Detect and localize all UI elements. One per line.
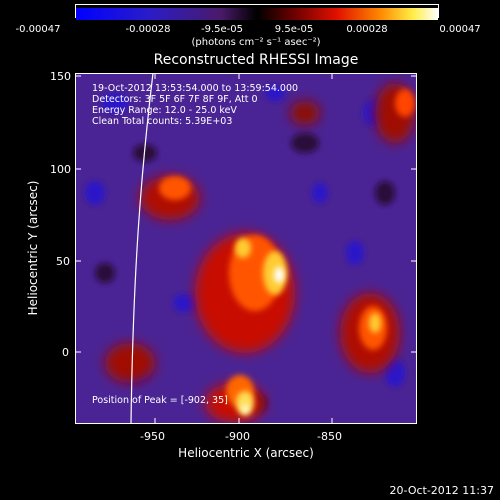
rhessi-image [75,73,417,424]
solar-limb-line [130,73,154,424]
colorbar-tick: 0.00047 [439,24,481,35]
info-detectors: Detectors: 3F 5F 6F 7F 8F 9F, Att 0 [92,94,258,105]
colorbar-tick: -9.5e-05 [201,24,243,35]
x-axis-label: Heliocentric X (arcsec) [178,446,314,460]
y-tick-label: 0 [62,346,69,359]
plot-title: Reconstructed RHESSI Image [153,52,359,68]
colorbar-tick: -0.00028 [125,24,171,35]
x-tick-label: -950 [140,430,165,443]
colorbar-tick: 0.00028 [346,24,388,35]
x-tick-label: -850 [317,430,342,443]
colorbar-tick: -0.00047 [15,24,61,35]
colorbar-gradient [76,8,438,20]
peak-position-label: Position of Peak = [-902, 35] [92,395,228,406]
info-time-range: 19-Oct-2012 13:53:54.000 to 13:59:54.000 [92,83,299,94]
colorbar [75,4,439,20]
colorbar-tick: 9.5e-05 [274,24,314,35]
y-tick-label: 100 [50,163,71,176]
y-axis-label: Heliocentric Y (arcsec) [26,180,40,316]
timestamp: 20-Oct-2012 11:37 [389,484,494,497]
x-tick-label: -900 [225,430,250,443]
info-clean-counts: Clean Total counts: 5.39E+03 [92,116,233,127]
rhessi-image-canvas [75,73,417,424]
y-tick-label: 150 [50,70,71,83]
y-tick-label: 50 [56,255,70,268]
colorbar-unit-label: (photons cm⁻² s⁻¹ asec⁻²) [191,37,321,48]
info-energy-range: Energy Range: 12.0 - 25.0 keV [92,105,237,116]
